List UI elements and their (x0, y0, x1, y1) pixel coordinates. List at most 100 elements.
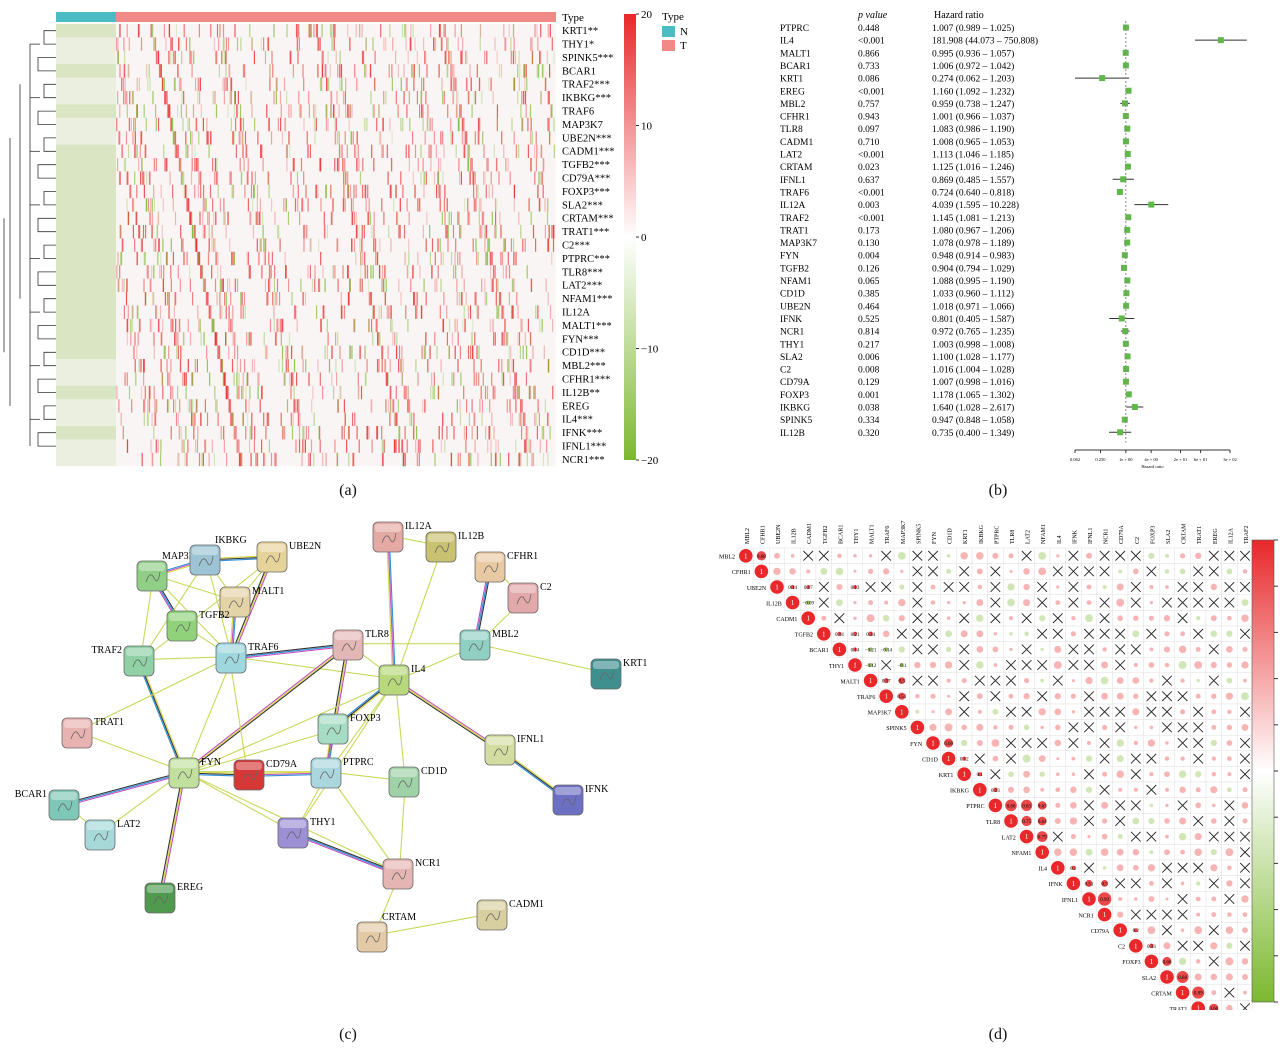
forest-p-value: 0.866 (858, 49, 880, 59)
corr-cell (1034, 734, 1051, 751)
heatmap-cell (248, 332, 250, 346)
heatmap-cell (551, 225, 553, 239)
network-node-structure (599, 669, 615, 681)
caption-b: (b) (988, 482, 1008, 499)
corr-value-circle (806, 600, 811, 605)
corr-cell (1003, 610, 1020, 627)
corr-nonsig-cross (1037, 628, 1048, 639)
corr-nonsig-cross (1099, 706, 1110, 717)
heatmap-cell (351, 211, 353, 225)
heatmap-cell (301, 345, 303, 359)
heatmap-cell (346, 144, 348, 158)
heatmap-cell (354, 144, 356, 158)
corr-cell: 1 (956, 766, 973, 783)
heatmap-cell (185, 104, 187, 118)
heatmap-cell (160, 439, 162, 453)
corr-cell (1221, 578, 1238, 595)
heatmap-normal-cells (56, 251, 116, 266)
corr-cell (1049, 766, 1066, 783)
network-edge (158, 772, 184, 898)
heatmap-cell (364, 251, 366, 266)
heatmap-cell (397, 104, 399, 118)
heatmap-cell (525, 426, 527, 440)
heatmap-cell (161, 332, 163, 346)
corr-cell: 1 (987, 797, 1004, 814)
heatmap-cell (331, 372, 333, 386)
heatmap-cell (259, 198, 261, 212)
corr-cell: 1 (1190, 1000, 1207, 1010)
network-node-gloss (51, 792, 77, 800)
network-edge (63, 771, 184, 805)
heatmap-cell (405, 37, 407, 51)
heatmap-cell (317, 64, 319, 78)
corr-diag-circle (973, 783, 987, 797)
network-node-structure (57, 800, 73, 812)
corr-value-label: 0.2 (1070, 867, 1077, 872)
heatmap-cell (254, 426, 256, 440)
corr-cell (1221, 844, 1238, 861)
corr-cell (1205, 594, 1222, 611)
heatmap-cell (227, 385, 229, 400)
heatmap-cell (200, 104, 202, 118)
heatmap-cell (161, 225, 163, 239)
heatmap-cell (174, 77, 176, 91)
heatmap-cell (168, 50, 170, 65)
heatmap-cell (303, 439, 305, 453)
corr-value-circle (1179, 568, 1186, 575)
heatmap-cell (135, 372, 137, 386)
heatmap-cell (364, 184, 367, 199)
corr-row-label: MBL2 (719, 555, 735, 561)
corr-value-circle (1148, 615, 1154, 621)
heatmap-cell (442, 318, 445, 333)
heatmap-gene-label: KRT1** (562, 26, 598, 37)
heatmap-cell (354, 318, 356, 333)
heatmap-cell (269, 318, 272, 333)
heatmap-cell (351, 104, 353, 118)
heatmap-cell (285, 198, 287, 212)
corr-cell (1112, 563, 1129, 580)
heatmap-cell (486, 158, 488, 172)
corr-value-circle (1116, 692, 1124, 700)
heatmap-cell (202, 211, 204, 225)
heatmap-cell (377, 251, 379, 266)
heatmap-cell (180, 171, 182, 185)
corr-cell (924, 688, 941, 705)
heatmap-cell (117, 37, 119, 51)
heatmap-row (56, 345, 545, 359)
heatmap-cell (390, 318, 392, 333)
heatmap-cell (379, 131, 381, 145)
heatmap-cell (232, 412, 234, 426)
heatmap-cell (397, 64, 399, 78)
forest-hr-point (1124, 277, 1131, 284)
heatmap-cell (486, 251, 489, 266)
corr-value-circle (1097, 892, 1112, 906)
forest-hr-text: 1.078 (0.978 – 1.189) (932, 238, 1014, 249)
heatmap-cell (127, 439, 129, 453)
heatmap-cell (260, 37, 262, 51)
heatmap-row (56, 131, 551, 145)
heatmap-cell (530, 37, 532, 51)
heatmap-cell (189, 399, 191, 413)
heatmap-cell (450, 64, 452, 78)
corr-value-circle (976, 568, 983, 575)
corr-row-label: IKBKG (950, 789, 970, 795)
forest-hr-point (1125, 391, 1132, 398)
corr-value-circle (1133, 615, 1139, 621)
heatmap-cell (471, 426, 473, 440)
corr-cell (1190, 828, 1207, 845)
network-node-box (332, 629, 364, 661)
heatmap-cell (202, 117, 204, 132)
heatmap-normal-cells (56, 50, 116, 65)
heatmap-cell (407, 385, 409, 400)
heatmap-gene-label: SLA2*** (562, 200, 603, 211)
corr-nonsig-cross (1224, 831, 1235, 842)
heatmap-cell (126, 439, 128, 453)
forest-p-value: 0.448 (858, 24, 880, 34)
corr-value-circle (945, 630, 952, 638)
heatmap-cell (536, 426, 538, 440)
heatmap-cell (163, 77, 165, 91)
heatmap-cell (479, 399, 481, 413)
corr-cell (1159, 563, 1176, 580)
heatmap-cell (340, 385, 342, 400)
network-node-box (84, 819, 116, 851)
